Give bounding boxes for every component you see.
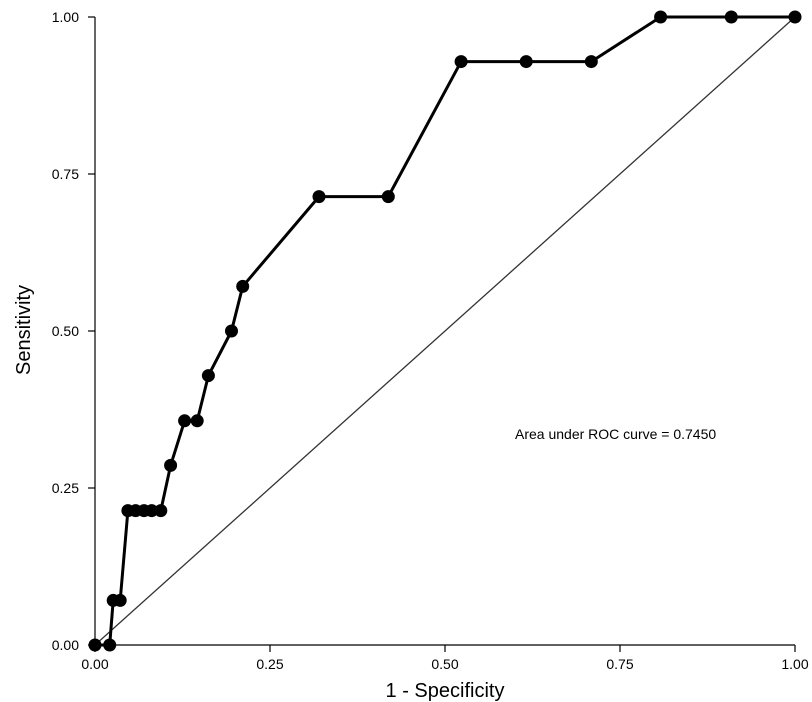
roc-point <box>454 55 468 69</box>
roc-point <box>164 458 178 472</box>
roc-point <box>154 504 168 518</box>
x-axis-title: 1 - Specificity <box>386 680 505 702</box>
roc-point <box>145 504 159 518</box>
roc-point <box>236 279 250 293</box>
reference-diagonal <box>94 16 796 646</box>
roc-point <box>788 10 802 24</box>
x-tick-label: 0.50 <box>431 656 458 672</box>
y-tick-label: 1.00 <box>52 9 79 25</box>
roc-point <box>88 638 102 652</box>
auc-annotation: Area under ROC curve = 0.7450 <box>515 426 716 442</box>
roc-point <box>201 369 215 383</box>
x-tick-label: 0.25 <box>256 656 283 672</box>
x-tick-label: 0.75 <box>606 656 633 672</box>
roc-point <box>519 55 533 69</box>
roc-point <box>225 324 238 338</box>
x-tick-label: 1.00 <box>781 656 808 672</box>
roc-point <box>584 55 598 69</box>
roc-point <box>312 190 326 204</box>
axes: 0.00 0.25 0.50 0.75 1.00 0.00 0.25 0.50 0.75 1.00 <box>52 9 809 672</box>
roc-point <box>178 414 192 428</box>
roc-point <box>654 10 668 24</box>
roc-point <box>724 10 738 24</box>
y-axis-title: Sensitivity <box>13 285 35 375</box>
roc-points <box>88 10 802 652</box>
y-tick-label: 0.25 <box>52 480 79 496</box>
y-tick-label: 0.50 <box>52 323 79 339</box>
roc-point <box>113 593 127 607</box>
roc-point <box>381 190 395 204</box>
reference-line <box>94 16 796 646</box>
x-tick-label: 0.00 <box>81 656 108 672</box>
y-tick-label: 0.75 <box>52 166 79 182</box>
roc-point <box>190 414 204 428</box>
y-tick-label: 0.00 <box>52 637 79 653</box>
roc-point <box>103 638 117 652</box>
